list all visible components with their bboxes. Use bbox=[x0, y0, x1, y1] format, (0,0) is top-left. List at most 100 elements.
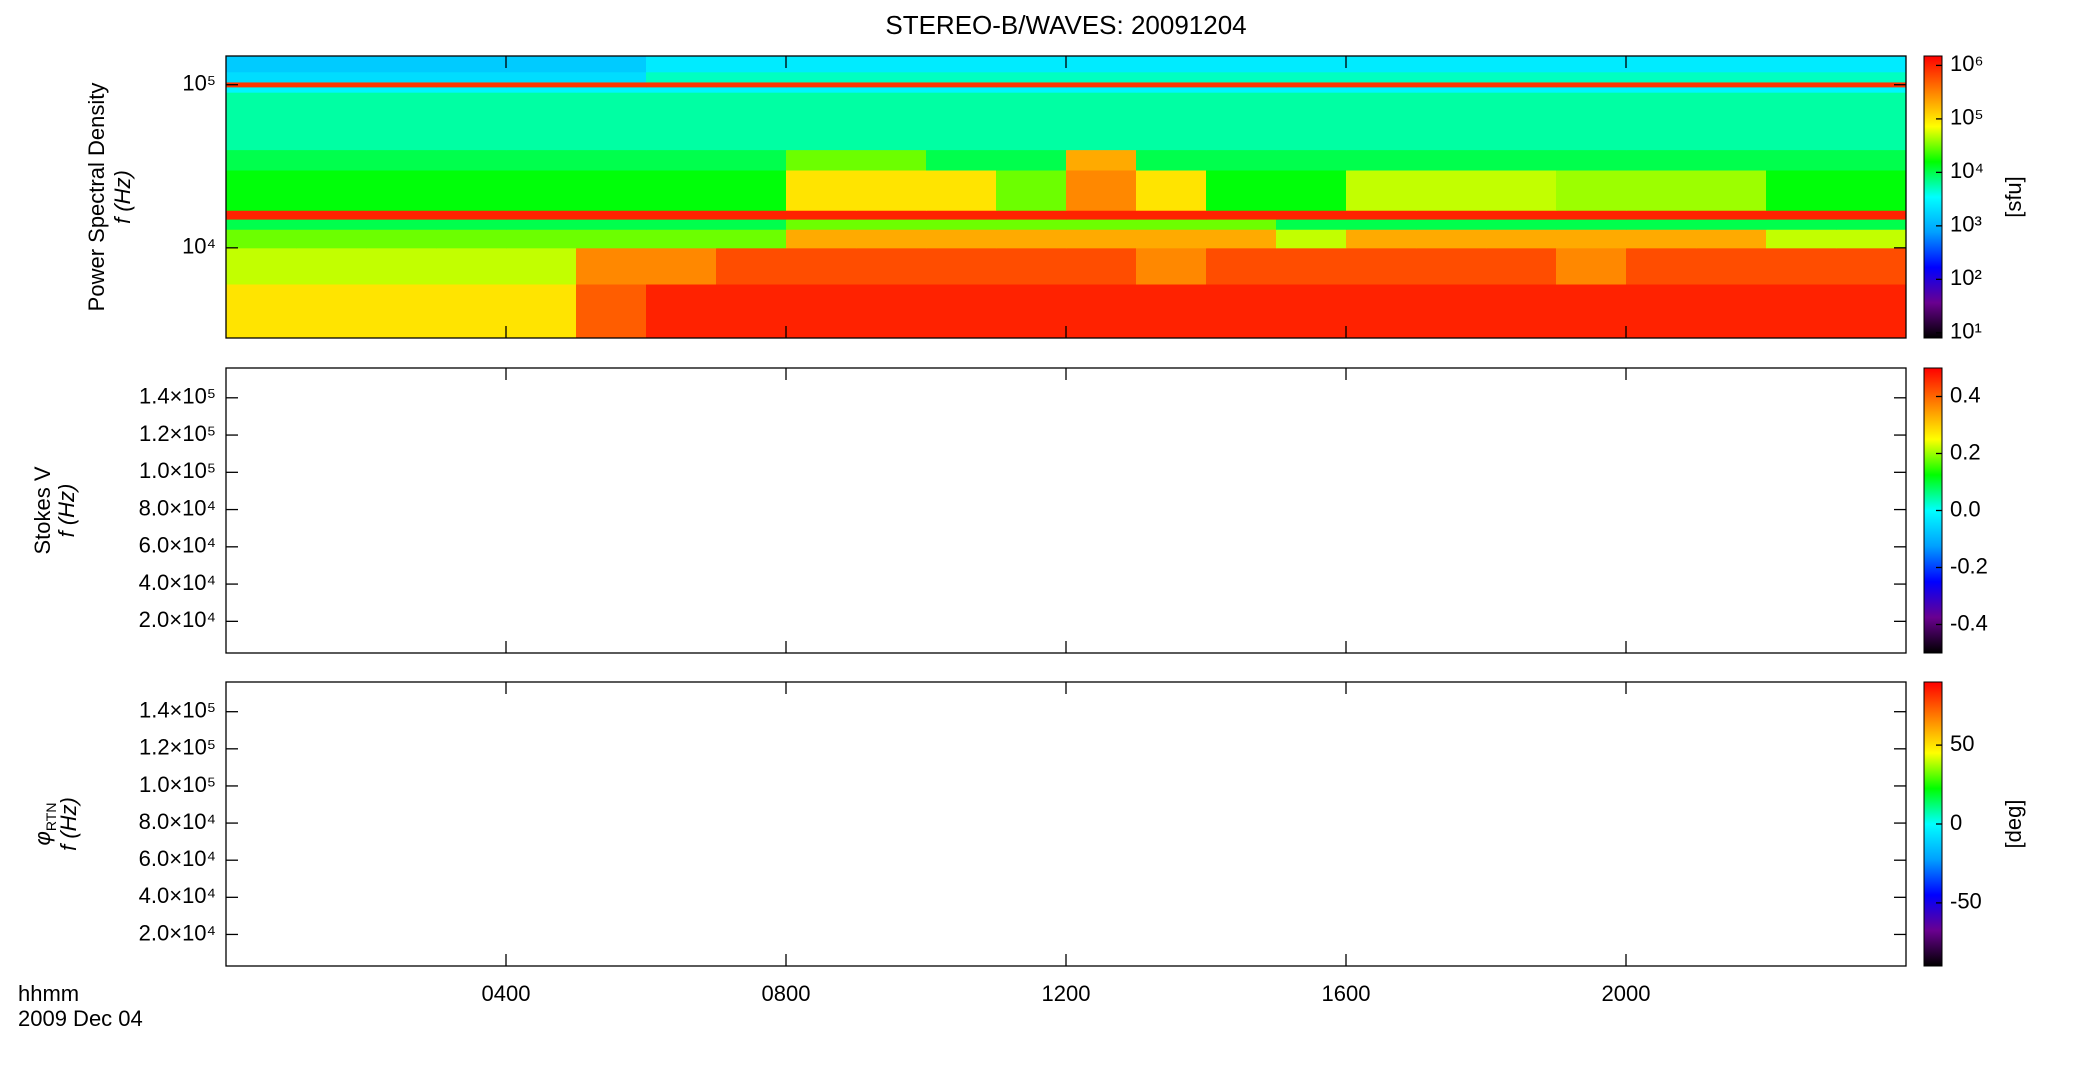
heatmap-cell bbox=[926, 284, 997, 339]
heatmap-cell bbox=[226, 86, 297, 93]
heatmap-cell bbox=[1696, 86, 1767, 93]
heatmap-cell bbox=[646, 81, 717, 88]
heatmap-cell bbox=[226, 229, 297, 249]
heatmap-cell bbox=[1066, 71, 1137, 83]
heatmap-cell bbox=[436, 81, 507, 88]
heatmap-cell bbox=[1206, 71, 1277, 83]
heatmap-cell bbox=[1836, 247, 1907, 285]
y-axis-label: f (Hz) bbox=[110, 170, 135, 224]
heatmap-cell bbox=[296, 210, 367, 220]
colorbar-tick-label: -0.4 bbox=[1950, 610, 1988, 635]
heatmap-cell bbox=[506, 71, 577, 83]
colorbar-tick-label: 10⁵ bbox=[1950, 105, 1984, 130]
heatmap-cell bbox=[786, 56, 857, 73]
heatmap-cell bbox=[296, 92, 367, 151]
colorbar-tick-label: 10⁶ bbox=[1950, 51, 1984, 76]
heatmap-cell bbox=[716, 247, 787, 285]
heatmap-cell bbox=[1276, 229, 1347, 249]
y-tick-label: 10⁵ bbox=[182, 71, 216, 96]
heatmap-cell bbox=[786, 86, 857, 93]
heatmap-cell bbox=[856, 219, 927, 230]
colorbar-tick-label: 50 bbox=[1950, 731, 1974, 756]
heatmap-cell bbox=[1556, 149, 1627, 171]
heatmap-cell bbox=[786, 92, 857, 151]
heatmap-cell bbox=[856, 81, 927, 88]
heatmap-cell bbox=[1276, 92, 1347, 151]
heatmap-cell bbox=[1696, 219, 1767, 230]
heatmap-cell bbox=[856, 229, 927, 249]
heatmap-cell bbox=[1206, 210, 1277, 220]
heatmap-cell bbox=[646, 149, 717, 171]
heatmap-cell bbox=[1766, 81, 1837, 88]
y-tick-label: 8.0×10⁴ bbox=[139, 809, 216, 834]
heatmap-cell bbox=[366, 71, 437, 83]
heatmap-cell bbox=[716, 219, 787, 230]
heatmap-cell bbox=[1626, 149, 1697, 171]
heatmap-cell bbox=[1136, 284, 1207, 339]
heatmap-cell bbox=[1206, 86, 1277, 93]
heatmap-cell bbox=[1766, 56, 1837, 73]
heatmap-cell bbox=[716, 86, 787, 93]
heatmap-cell bbox=[926, 56, 997, 73]
heatmap-cell bbox=[1696, 210, 1767, 220]
heatmap-cell bbox=[646, 92, 717, 151]
colorbar-tick-label: -50 bbox=[1950, 889, 1982, 914]
heatmap-cell bbox=[856, 284, 927, 339]
heatmap-cell bbox=[716, 71, 787, 83]
heatmap-cell bbox=[1346, 284, 1417, 339]
heatmap-cell bbox=[1416, 210, 1487, 220]
plot-background bbox=[226, 368, 1906, 653]
heatmap-cell bbox=[1696, 170, 1767, 211]
heatmap-cell bbox=[1836, 284, 1907, 339]
colorbar-label: [deg] bbox=[2001, 800, 2026, 849]
colorbar-tick-label: 10³ bbox=[1950, 212, 1982, 237]
heatmap-cell bbox=[436, 149, 507, 171]
y-label-subscript: RTN bbox=[43, 803, 59, 832]
heatmap-cell bbox=[506, 247, 577, 285]
heatmap-cell bbox=[1346, 229, 1417, 249]
heatmap-cell bbox=[1626, 229, 1697, 249]
heatmap-cell bbox=[1836, 86, 1907, 93]
heatmap-cell bbox=[1556, 86, 1627, 93]
heatmap-cell bbox=[996, 210, 1067, 220]
heatmap-cell bbox=[1276, 56, 1347, 73]
heatmap-cell bbox=[1486, 56, 1557, 73]
heatmap-cell bbox=[1626, 56, 1697, 73]
heatmap-cell bbox=[1556, 284, 1627, 339]
heatmap-cell bbox=[1766, 92, 1837, 151]
y-axis-label: f (Hz) bbox=[56, 797, 81, 851]
heatmap-cell bbox=[506, 56, 577, 73]
heatmap-cell bbox=[576, 71, 647, 83]
heatmap-cell bbox=[1626, 92, 1697, 151]
heatmap-cell bbox=[506, 210, 577, 220]
chart-title: STEREO-B/WAVES: 20091204 bbox=[885, 10, 1246, 40]
heatmap-cell bbox=[226, 170, 297, 211]
heatmap-cell bbox=[1136, 81, 1207, 88]
heatmap-cell bbox=[1766, 247, 1837, 285]
heatmap-cell bbox=[1276, 284, 1347, 339]
heatmap-cell bbox=[1136, 170, 1207, 211]
heatmap-cell bbox=[996, 284, 1067, 339]
heatmap-cell bbox=[1626, 86, 1697, 93]
colorbar-tick-label: 0.4 bbox=[1950, 382, 1981, 407]
heatmap-cell bbox=[506, 86, 577, 93]
heatmap-cell bbox=[856, 56, 927, 73]
x-tick-label: 0400 bbox=[482, 981, 531, 1006]
heatmap-cell bbox=[1556, 92, 1627, 151]
heatmap-cell bbox=[1206, 284, 1277, 339]
heatmap-cell bbox=[436, 210, 507, 220]
heatmap-cell bbox=[1206, 170, 1277, 211]
heatmap-cell bbox=[1136, 229, 1207, 249]
colorbar-tick-label: -0.2 bbox=[1950, 553, 1988, 578]
heatmap-cell bbox=[1136, 56, 1207, 73]
heatmap-cell bbox=[226, 247, 297, 285]
heatmap-cell bbox=[716, 81, 787, 88]
x-tick-label: 1600 bbox=[1322, 981, 1371, 1006]
heatmap-cell bbox=[366, 170, 437, 211]
heatmap-cell bbox=[1416, 247, 1487, 285]
y-tick-label: 1.0×10⁵ bbox=[139, 458, 216, 483]
heatmap-cell bbox=[1066, 284, 1137, 339]
heatmap-cell bbox=[436, 56, 507, 73]
heatmap-cell bbox=[1276, 247, 1347, 285]
date-label: 2009 Dec 04 bbox=[18, 1006, 143, 1031]
